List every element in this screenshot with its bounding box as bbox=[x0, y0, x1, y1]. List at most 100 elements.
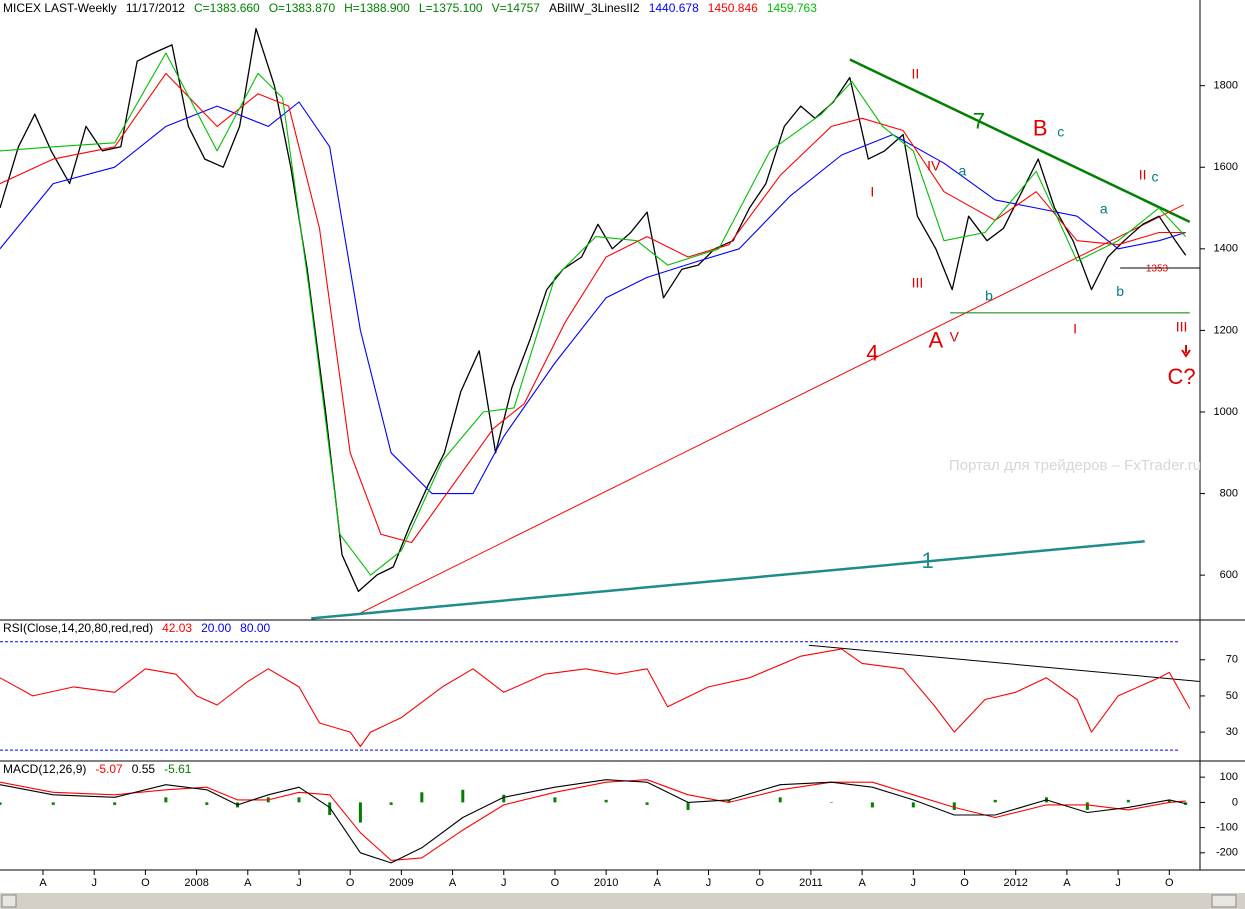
scrollbar[interactable] bbox=[0, 893, 1245, 909]
x-tick-label: J bbox=[911, 877, 917, 889]
wave-label: V bbox=[950, 328, 960, 344]
y-tick-label: 100 bbox=[1220, 771, 1238, 783]
histogram-bar bbox=[1167, 799, 1171, 803]
series-line bbox=[0, 52, 1187, 576]
y-tick-label: 50 bbox=[1226, 690, 1238, 702]
trendline bbox=[808, 644, 1201, 682]
wave-label: I bbox=[1073, 321, 1077, 337]
histogram-bar bbox=[604, 799, 608, 803]
legend-text: C=1383.660 bbox=[194, 1, 260, 15]
histogram-bar bbox=[645, 802, 649, 805]
x-tick-label: A bbox=[1063, 877, 1071, 889]
scroll-left[interactable] bbox=[1, 894, 17, 908]
trendline bbox=[311, 540, 1145, 620]
histogram-bar bbox=[911, 802, 915, 808]
x-tick-label: A bbox=[39, 877, 47, 889]
histogram-bar bbox=[1085, 802, 1089, 810]
x-tick-label: A bbox=[449, 877, 457, 889]
trendline bbox=[849, 58, 1191, 224]
x-tick-label: J bbox=[91, 877, 97, 889]
histogram-bar bbox=[829, 802, 833, 803]
legend-text: 1450.846 bbox=[708, 1, 758, 15]
x-tick-label: 2012 bbox=[1003, 877, 1027, 889]
legend-text: 11/17/2012 bbox=[126, 1, 185, 15]
wave-label: III bbox=[912, 275, 924, 291]
histogram-bar bbox=[0, 802, 2, 805]
histogram-bar bbox=[870, 802, 874, 808]
x-tick-label: J bbox=[1115, 877, 1121, 889]
y-tick-label: 1200 bbox=[1214, 324, 1238, 336]
x-tick-label: J bbox=[706, 877, 712, 889]
series-line bbox=[0, 27, 1187, 593]
legend-text: -5.61 bbox=[164, 762, 192, 776]
legend-text: -5.07 bbox=[95, 762, 123, 776]
wave-label: IV bbox=[927, 158, 941, 174]
histogram-bar bbox=[113, 802, 117, 805]
x-tick-label: O bbox=[551, 877, 560, 889]
histogram-bar bbox=[1126, 799, 1130, 803]
y-tick-label: 800 bbox=[1220, 487, 1238, 499]
histogram-bar bbox=[164, 797, 168, 803]
histogram-bar bbox=[993, 799, 997, 803]
wave-label: 7 bbox=[973, 109, 985, 134]
wave-label: 1353 bbox=[1146, 263, 1169, 274]
wave-label: 1 bbox=[922, 548, 934, 573]
histogram-bar bbox=[51, 802, 55, 805]
x-tick-label: A bbox=[654, 877, 662, 889]
legend-text: V=14757 bbox=[492, 1, 541, 15]
wave-label: a bbox=[959, 162, 967, 178]
legend-text: MICEX LAST-Weekly bbox=[3, 1, 117, 15]
wave-label: a bbox=[1100, 200, 1108, 216]
legend-text: 1459.763 bbox=[767, 1, 817, 15]
legend-text: 0.55 bbox=[132, 762, 156, 776]
series-line bbox=[0, 101, 1186, 495]
wave-label: II bbox=[911, 65, 919, 81]
histogram-bar bbox=[420, 792, 424, 803]
x-tick-label: O bbox=[755, 877, 764, 889]
histogram-bar bbox=[205, 802, 209, 805]
y-tick-label: 1600 bbox=[1214, 161, 1238, 173]
histogram-bar bbox=[952, 802, 956, 810]
x-tick-label: O bbox=[346, 877, 355, 889]
legend-text: O=1383.870 bbox=[269, 1, 336, 15]
legend-text: 1440.678 bbox=[649, 1, 699, 15]
x-tick-label: 2010 bbox=[594, 877, 618, 889]
histogram-bar bbox=[358, 802, 362, 823]
scroll-thumb[interactable] bbox=[1211, 894, 1237, 908]
legend-text: L=1375.100 bbox=[419, 1, 483, 15]
series-line bbox=[0, 648, 1191, 748]
wave-label: A bbox=[928, 328, 943, 353]
legend-text: H=1388.900 bbox=[344, 1, 410, 15]
x-tick-label: J bbox=[296, 877, 302, 889]
x-tick-label: O bbox=[960, 877, 969, 889]
y-tick-label: 0 bbox=[1232, 796, 1238, 808]
histogram-bar bbox=[727, 799, 731, 803]
wave-label: I bbox=[870, 184, 874, 200]
wave-label: II bbox=[1139, 167, 1147, 183]
x-tick-label: 2008 bbox=[184, 877, 208, 889]
y-tick-label: 1800 bbox=[1214, 80, 1238, 92]
series-line bbox=[0, 72, 1186, 544]
legend-text: MACD(12,26,9) bbox=[3, 762, 86, 776]
wave-label: B bbox=[1033, 116, 1048, 141]
histogram-bar bbox=[686, 802, 690, 810]
histogram-bar bbox=[778, 797, 782, 803]
series-line bbox=[0, 779, 1186, 861]
trendline bbox=[356, 204, 1184, 616]
x-tick-label: O bbox=[1165, 877, 1174, 889]
y-tick-label: 1400 bbox=[1214, 243, 1238, 255]
y-tick-label: 1000 bbox=[1214, 406, 1238, 418]
x-tick-label: J bbox=[501, 877, 507, 889]
histogram-bar bbox=[553, 797, 557, 803]
y-tick-label: 30 bbox=[1226, 726, 1238, 738]
y-tick-label: 70 bbox=[1226, 654, 1238, 666]
wave-label: c bbox=[1151, 169, 1158, 185]
down-arrow bbox=[1181, 345, 1191, 358]
x-tick-label: O bbox=[141, 877, 150, 889]
histogram-bar bbox=[461, 789, 465, 803]
wave-label: III bbox=[1176, 319, 1188, 335]
legend-text: 20.00 bbox=[201, 621, 231, 635]
x-tick-label: 2009 bbox=[389, 877, 413, 889]
